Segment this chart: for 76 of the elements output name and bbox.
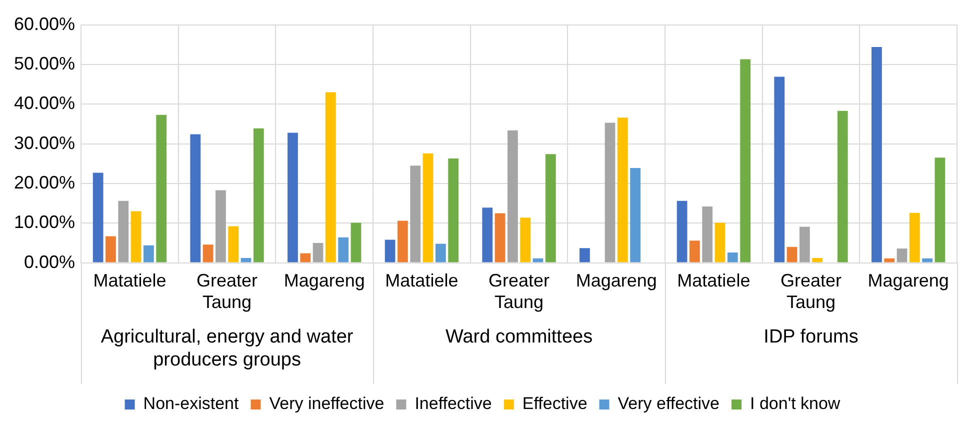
bar <box>676 200 688 262</box>
legend-label: Ineffective <box>414 394 492 414</box>
y-tick-label: 60.00% <box>14 14 76 34</box>
x-tick-label: Greater Taung <box>196 270 258 312</box>
bar <box>617 118 628 262</box>
bar <box>922 258 933 262</box>
text: IDP forums <box>764 326 858 348</box>
bar <box>508 130 518 262</box>
y-tick-label: 0.00% <box>24 252 76 272</box>
bar <box>202 244 214 262</box>
x-tick-label: Matatiele <box>93 270 166 291</box>
bar <box>92 172 104 262</box>
text: Agricultural, energy and water producers groups <box>100 326 354 371</box>
bar <box>494 213 506 262</box>
bar <box>799 226 810 262</box>
x-tick-label: Matatiele <box>677 270 750 291</box>
bar <box>422 153 434 262</box>
bar <box>350 222 362 262</box>
bar <box>786 246 798 262</box>
x-tick-label: Greater Taung <box>488 270 550 312</box>
x-tick-label: Magareng <box>868 270 949 291</box>
legend-label: Effective <box>522 394 588 414</box>
bar <box>384 240 396 262</box>
legend-label: Very ineffective <box>269 394 384 414</box>
x-tick-label: Greater Taung <box>780 270 842 312</box>
bar <box>884 258 895 262</box>
bar <box>909 212 920 262</box>
bar <box>714 222 726 262</box>
bar <box>435 244 446 262</box>
bar <box>326 92 336 262</box>
y-tick-label: 20.00% <box>14 172 76 192</box>
bar <box>288 132 298 262</box>
x-tick-label: Magareng <box>284 270 365 291</box>
x-tick-label: Magareng <box>576 270 657 291</box>
y-tick-label: 30.00% <box>14 132 76 153</box>
bar <box>216 190 226 262</box>
bar <box>156 114 167 262</box>
bar <box>448 158 459 262</box>
bar <box>130 211 142 262</box>
bar <box>520 218 531 262</box>
bar <box>338 237 349 262</box>
bar <box>727 252 738 262</box>
bar <box>482 208 493 262</box>
bar <box>872 47 882 262</box>
bar <box>702 206 713 262</box>
bar <box>532 258 544 262</box>
bar <box>410 166 421 262</box>
y-tick-label: 50.00% <box>14 53 76 74</box>
bar <box>118 200 129 262</box>
x-tick-label: Matatiele <box>385 270 458 291</box>
bar <box>740 59 750 262</box>
bar <box>604 122 616 262</box>
bar <box>934 158 946 262</box>
bar <box>228 226 239 262</box>
bar <box>545 154 556 262</box>
bar <box>774 76 785 262</box>
bar <box>300 253 311 262</box>
bar <box>312 242 324 262</box>
bar <box>630 168 641 262</box>
legend-label: Very effective <box>618 394 720 414</box>
bar <box>812 258 823 262</box>
bar <box>253 128 264 262</box>
bar <box>190 134 201 262</box>
bar <box>398 220 408 262</box>
bar <box>690 240 700 262</box>
bar <box>240 258 252 262</box>
bar <box>580 248 590 262</box>
y-tick-label: 40.00% <box>14 93 76 114</box>
text: Ward committees <box>445 326 593 348</box>
legend-label: I don't know <box>750 394 841 414</box>
bar <box>896 248 908 262</box>
y-tick-label: 10.00% <box>14 212 76 232</box>
bar <box>106 236 116 262</box>
bar <box>144 245 154 262</box>
bar <box>837 110 848 262</box>
legend-label: Non-existent <box>143 394 240 414</box>
